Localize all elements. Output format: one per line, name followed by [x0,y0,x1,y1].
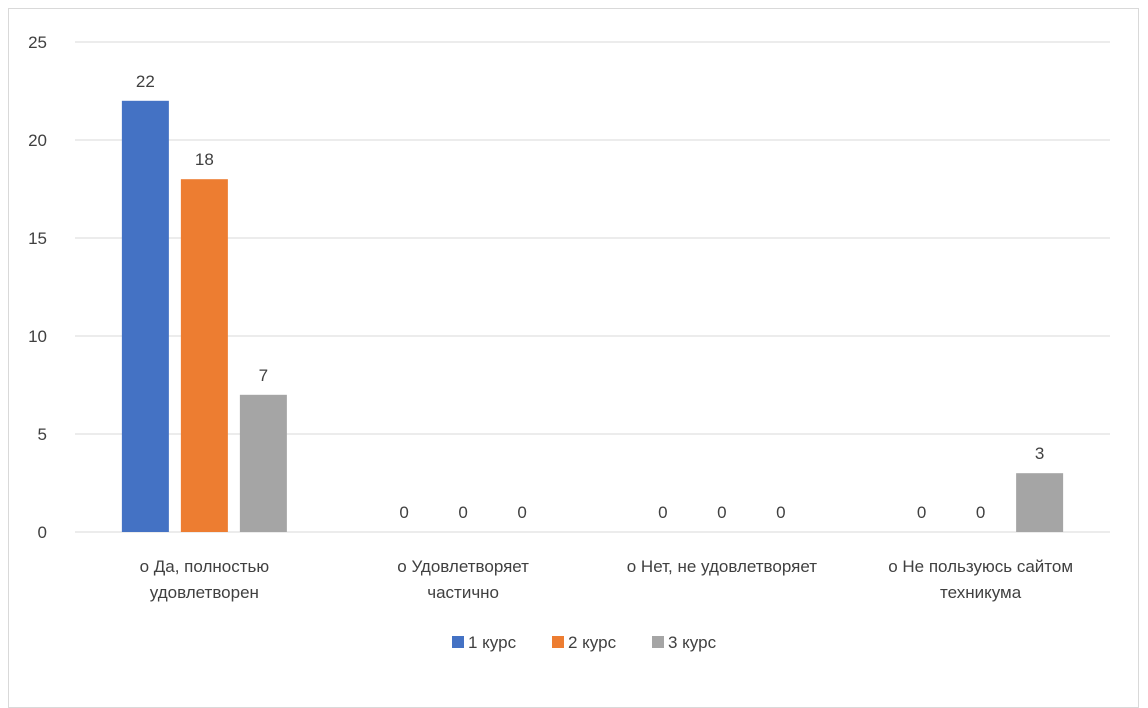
x-tick-label: o Удовлетворяет [397,557,529,576]
bar [121,100,169,533]
y-tick-label: 25 [28,33,47,52]
data-label: 22 [136,72,155,91]
data-label: 7 [259,366,268,385]
legend-swatch [452,636,464,648]
x-tick-label: o Да, полностью [140,557,270,576]
data-label: 0 [717,503,726,522]
data-label: 0 [658,503,667,522]
bar [239,394,287,532]
data-label: 0 [976,503,985,522]
x-tick-label: удовлетворен [150,583,259,602]
legend-swatch [652,636,664,648]
bar [180,179,228,532]
y-tick-label: 5 [38,425,47,444]
x-tick-label: o Не пользуюсь сайтом [888,557,1073,576]
x-tick-label: o Нет, не удовлетворяет [627,557,817,576]
y-tick-label: 20 [28,131,47,150]
legend-swatch [552,636,564,648]
x-tick-label: частично [427,583,499,602]
y-tick-label: 10 [28,327,47,346]
legend-label: 2 курс [568,633,617,652]
data-label: 3 [1035,444,1044,463]
bar-chart: 0 5 10 15 20 25 22 18 7 o Да, полностью удовлетвор… [28,33,1110,652]
y-tick-label: 0 [38,523,47,542]
x-tick-label: техникума [940,583,1022,602]
y-tick-label: 15 [28,229,47,248]
data-label: 0 [517,503,526,522]
data-label: 0 [458,503,467,522]
bar [1016,473,1064,532]
data-label: 18 [195,150,214,169]
legend-label: 3 курс [668,633,717,652]
legend-label: 1 курс [468,633,517,652]
data-label: 0 [776,503,785,522]
data-label: 0 [917,503,926,522]
data-label: 0 [399,503,408,522]
